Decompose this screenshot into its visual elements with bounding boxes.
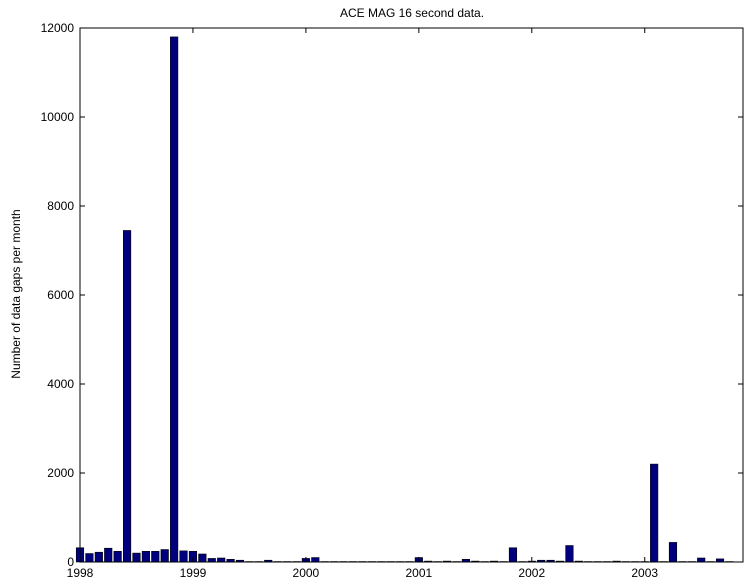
plot-frame (79, 27, 744, 563)
bar-1998-04 (104, 547, 113, 563)
bar-1998-11 (170, 36, 179, 563)
bar-1998-06 (123, 230, 132, 563)
bar-2003-04 (668, 542, 678, 563)
y-tick-label: 6000 (47, 288, 74, 302)
bar-1998-12 (179, 550, 188, 563)
y-tick-label: 0 (67, 555, 74, 569)
x-tick-label: 2001 (405, 566, 432, 580)
x-tick-label: 1999 (180, 566, 207, 580)
bar-1999-02 (198, 553, 207, 563)
bar-1998-07 (132, 552, 141, 563)
chart-title: ACE MAG 16 second data. (340, 6, 484, 20)
bar-1998-05 (113, 551, 122, 563)
x-tick-label: 1998 (67, 566, 94, 580)
bar-2003-07 (697, 557, 706, 563)
y-tick-label: 8000 (47, 199, 74, 213)
x-axis: 1998 1999 2000 2001 2002 2003 (67, 28, 658, 580)
bar-2001-11 (508, 547, 518, 563)
bar-2002-05 (565, 545, 574, 563)
bar-1998-08 (141, 551, 150, 563)
plot-area (79, 27, 744, 563)
bar-1999-04 (217, 557, 226, 563)
y-tick-label: 4000 (47, 377, 74, 391)
y-axis-label: Number of data gaps per month (9, 209, 23, 378)
bar-2003-02 (650, 463, 659, 563)
y-tick-label: 10000 (41, 110, 75, 124)
y-tick-label: 12000 (41, 21, 75, 35)
x-tick-label: 2002 (518, 566, 545, 580)
bar-1998-03 (94, 551, 103, 563)
bar-2000-02 (311, 557, 320, 563)
bar-1998-02 (85, 553, 94, 563)
x-tick-label: 2003 (631, 566, 658, 580)
x-tick-label: 2000 (293, 566, 320, 580)
bar-1998-10 (160, 549, 169, 563)
bar-1998-09 (151, 551, 160, 563)
y-tick-label: 2000 (47, 466, 74, 480)
bar-1999-03 (207, 558, 216, 563)
